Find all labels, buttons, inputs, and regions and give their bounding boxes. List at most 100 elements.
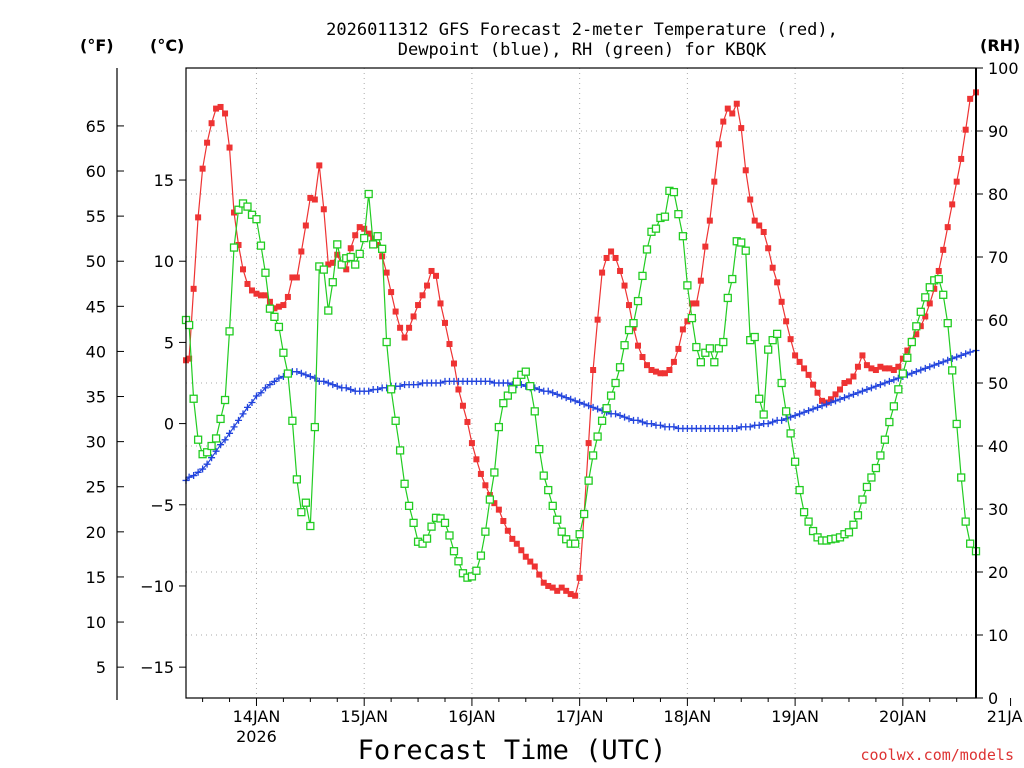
temperature-point [810, 381, 817, 388]
temperature-point [352, 232, 359, 239]
temperature-point [917, 323, 924, 330]
temperature-point [590, 367, 597, 374]
rh-tick-label: 20 [988, 563, 1008, 582]
temperature-point [688, 300, 695, 307]
dewpoint-point [347, 385, 355, 393]
dewpoint-point [212, 447, 220, 455]
temperature-point [248, 287, 255, 294]
temperature-point [509, 535, 516, 542]
temperature-point [428, 267, 435, 274]
rh-point [508, 385, 517, 394]
temperature-point [792, 352, 799, 359]
rh-point [202, 448, 212, 457]
rh-point [696, 358, 705, 367]
dewpoint-point [594, 405, 602, 413]
rh-tick-label: 10 [988, 626, 1008, 645]
temperature-point [742, 167, 749, 174]
temperature-point [491, 500, 498, 507]
rh-point [548, 501, 557, 511]
temperature-point [666, 367, 673, 374]
temperature-point [832, 391, 839, 398]
temperature-point [307, 194, 314, 201]
dewpoint-point [217, 441, 225, 449]
dewpoint-point [612, 410, 620, 418]
temperature-point [953, 178, 960, 185]
rh-point [903, 353, 912, 362]
dewpoint-point [239, 410, 247, 418]
rh-point [535, 444, 544, 454]
rh-point [476, 551, 486, 560]
temperature-point [392, 308, 399, 315]
fahrenheit-tick-label: 5 [96, 658, 106, 677]
rh-point [750, 332, 759, 342]
temperature-point [518, 547, 525, 554]
dewpoint-point [208, 454, 216, 462]
rh-point [880, 435, 890, 444]
rh-point [481, 527, 490, 536]
temperature-point [733, 100, 740, 107]
rh-point [786, 429, 795, 438]
dewpoint-point [414, 381, 422, 389]
temperature-point [845, 378, 852, 385]
temperature-point [450, 360, 457, 367]
dewpoint-point [190, 472, 198, 480]
temperature-point [226, 144, 233, 151]
rh-tick-label: 40 [988, 437, 1008, 456]
rh-point [669, 187, 679, 197]
rh-point [620, 341, 629, 350]
temperature-point [661, 370, 668, 377]
temperature-point [320, 206, 327, 213]
fahrenheit-tick-label: 15 [86, 568, 106, 587]
rh-point [422, 534, 432, 543]
rh-point [876, 451, 885, 460]
fahrenheit-tick-label: 10 [86, 613, 106, 632]
temperature-point [536, 571, 543, 578]
temperature-point [576, 574, 583, 581]
temperature-point [711, 178, 718, 185]
temperature-point [522, 553, 529, 560]
dewpoint-point [872, 382, 880, 390]
fahrenheit-tick-label: 20 [86, 523, 106, 542]
rh-point [687, 313, 697, 323]
temperature-point [257, 292, 264, 299]
dewpoint-point [796, 410, 804, 418]
rh-point [467, 572, 477, 581]
rh-point [490, 468, 499, 477]
temperature-point [410, 313, 417, 320]
rh-point [458, 569, 468, 578]
rh-point [948, 366, 957, 375]
temperature-point [289, 274, 296, 281]
temperature-point [724, 105, 731, 112]
temperature-point [334, 251, 341, 258]
dewpoint-point [782, 415, 790, 423]
temperature-point [693, 300, 700, 307]
dewpoint-point [302, 371, 310, 379]
rh-point [386, 385, 396, 394]
temperature-point [365, 230, 372, 237]
dewpoint-point [230, 423, 238, 431]
dewpoint-point [670, 423, 678, 431]
temperature-point [527, 558, 534, 565]
temperature-point [854, 363, 861, 370]
rh-point [808, 526, 818, 536]
dewpoint-point [621, 413, 629, 421]
temperature-point [765, 245, 772, 252]
dewpoint-point [297, 369, 305, 377]
dewpoint-point [836, 395, 844, 403]
temperature-point [545, 582, 552, 589]
rh-point [310, 422, 319, 432]
temperature-point [805, 371, 812, 378]
temperature-point [944, 224, 951, 231]
rh-point [804, 517, 813, 526]
dewpoint-point [809, 405, 817, 413]
rh-point [270, 312, 279, 322]
temperature-point [231, 209, 238, 216]
gridlines [186, 68, 976, 698]
temperature-point [769, 264, 776, 271]
rh-point [898, 369, 907, 378]
temperature-point [895, 363, 902, 370]
temperature-point [415, 302, 422, 309]
temperature-point [298, 248, 305, 255]
temperature-point [554, 587, 561, 594]
dewpoint-point [944, 356, 952, 364]
